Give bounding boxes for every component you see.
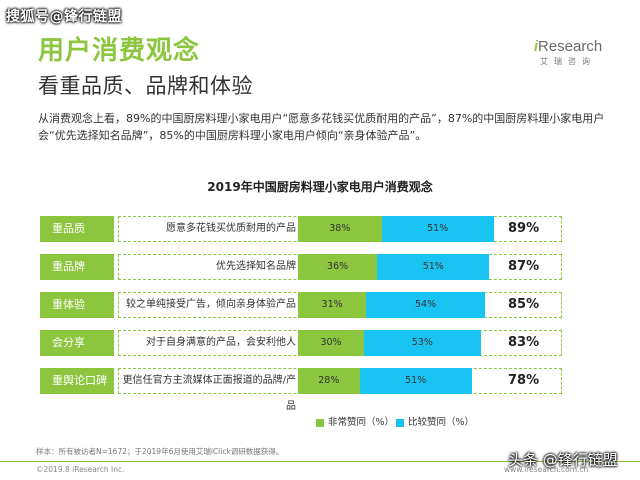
statement-text: 对于自身满意的产品，会安利他人 <box>146 337 296 348</box>
total-percentage: 87% <box>508 259 540 274</box>
page-title: 用户消费观念 <box>38 36 201 66</box>
watermark-bottom: 头条 @锋行链盟 <box>508 451 618 469</box>
sample-note: 样本：所有被访者N=1672；于2019年6月使用艾瑞iClick调研数据获得。 <box>36 447 284 456</box>
statement-text: 更信任官方主流媒体正面报道的品牌/产品 <box>122 375 296 412</box>
bar-agree: 51% <box>377 254 490 280</box>
bar-agree: 54% <box>366 292 485 318</box>
legend-item-very-agree: 非常赞同（%） <box>316 414 394 428</box>
category-label: 会分享 <box>40 330 114 356</box>
bar-very-agree: 30% <box>298 330 364 356</box>
legend-label-agree: 比较赞同（%） <box>408 417 475 428</box>
legend-item-agree: 比较赞同（%） <box>396 414 474 428</box>
description-text: 从消费观念上看，89%的中国厨房料理小家电用户“愿意多花钱买优质耐用的产品”，8… <box>38 112 605 142</box>
statement-text: 愿意多花钱买优质耐用的产品 <box>166 223 296 234</box>
legend-swatch-green <box>316 418 324 427</box>
legend-swatch-blue <box>396 418 404 427</box>
watermark-top: 搜狐号@锋行链盟 <box>6 9 122 25</box>
website-url: www.iresearch.com.cn <box>504 465 589 474</box>
category-label: 重舆论口碑 <box>40 368 114 394</box>
chart-title: 2019年中国厨房料理小家电用户消费观念 <box>207 180 433 194</box>
category-label: 重品质 <box>40 216 114 242</box>
bar-very-agree: 31% <box>298 292 367 318</box>
page-subtitle: 看重品质、品牌和体验 <box>38 74 253 98</box>
bar-very-agree: 36% <box>298 254 378 280</box>
iresearch-logo: iResearch 艾瑞咨询 <box>533 38 603 66</box>
bar-very-agree: 38% <box>298 216 382 242</box>
legend-label-very-agree: 非常赞同（%） <box>328 417 395 428</box>
page-number: 17 <box>620 463 634 476</box>
total-percentage: 85% <box>508 297 540 312</box>
copyright: ©2019.8 iResearch Inc. <box>36 465 125 474</box>
bar-agree: 51% <box>359 368 472 394</box>
statement-text: 较之单纯接受广告，倾向亲身体验产品 <box>126 299 296 310</box>
bar-agree: 53% <box>364 330 481 356</box>
bar-agree: 51% <box>381 216 494 242</box>
bar-very-agree: 28% <box>298 368 360 394</box>
total-percentage: 83% <box>508 335 540 350</box>
total-percentage: 78% <box>508 373 540 388</box>
total-percentage: 89% <box>508 221 540 236</box>
category-label: 重体验 <box>40 292 114 318</box>
statement-text: 优先选择知名品牌 <box>216 261 296 272</box>
category-label: 重品牌 <box>40 254 114 280</box>
footer-divider <box>0 461 640 462</box>
